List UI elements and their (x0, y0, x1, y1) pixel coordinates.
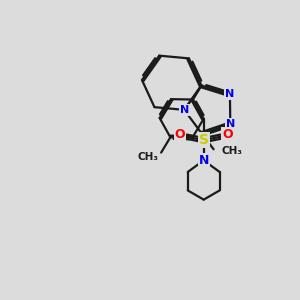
Text: O: O (175, 128, 185, 141)
Text: N: N (225, 89, 235, 99)
Text: CH₃: CH₃ (222, 146, 243, 156)
Text: N: N (180, 105, 189, 115)
Text: N: N (199, 154, 209, 167)
Text: CH₃: CH₃ (137, 152, 158, 162)
Text: N: N (226, 119, 235, 129)
Text: S: S (199, 133, 209, 147)
Text: O: O (222, 128, 233, 141)
